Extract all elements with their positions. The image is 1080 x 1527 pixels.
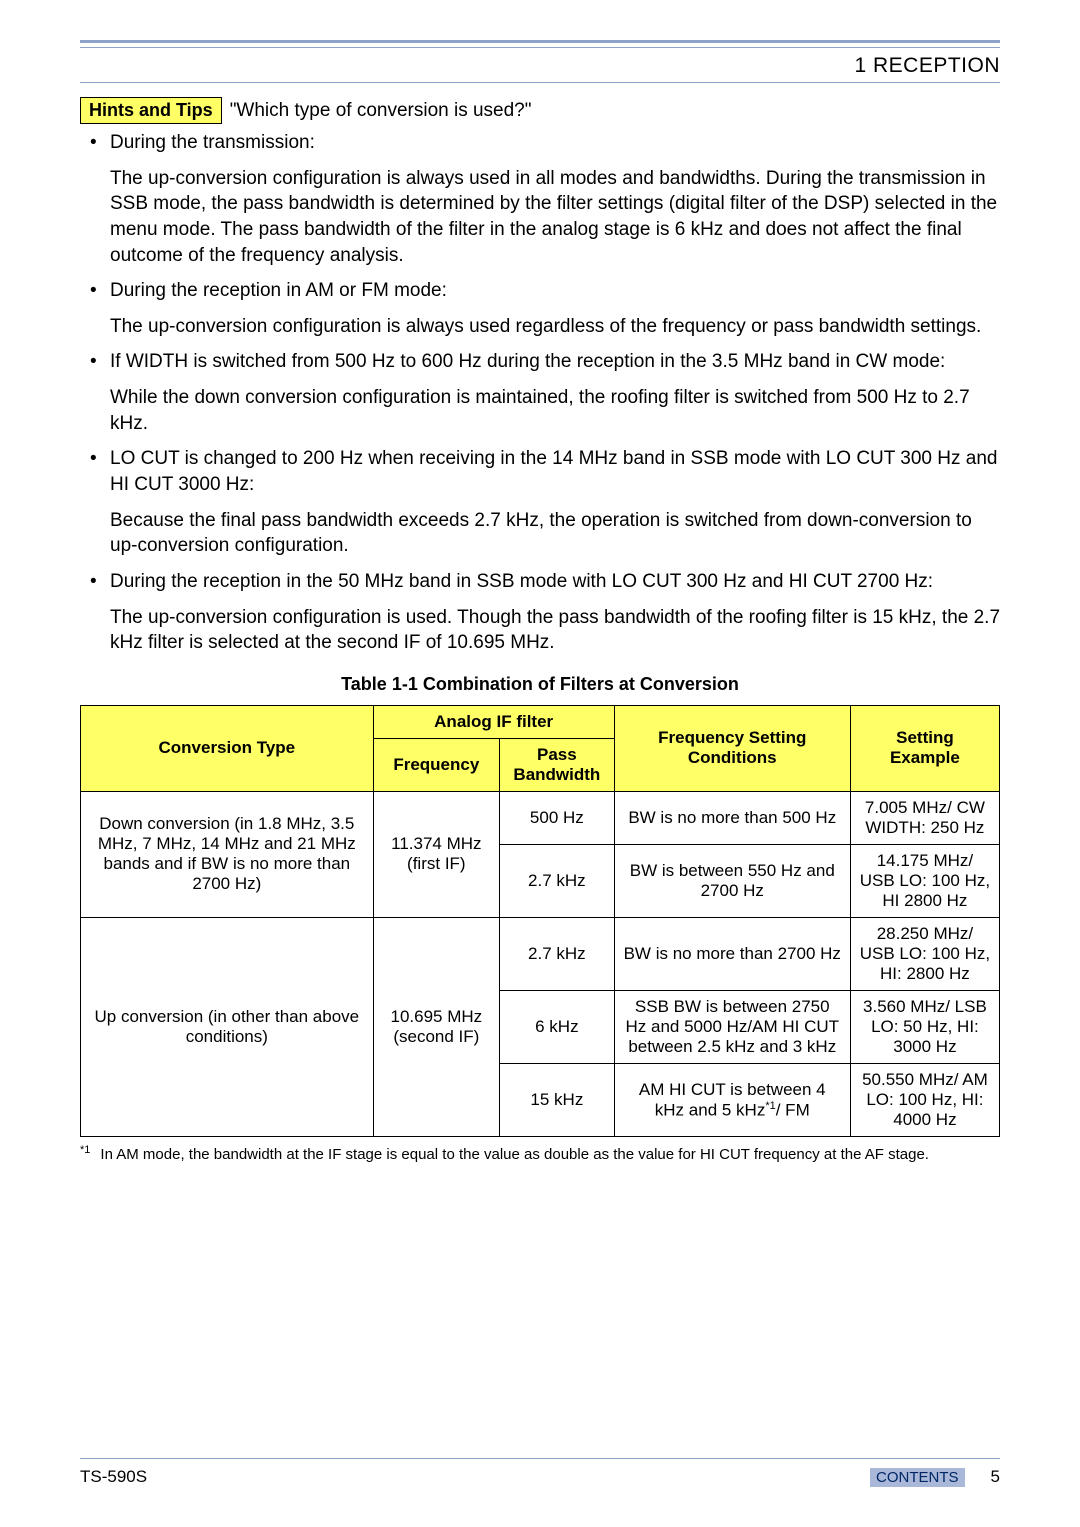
footnote-ref: *1 bbox=[765, 1100, 775, 1112]
cell-pass-bw: 15 kHz bbox=[500, 1063, 615, 1136]
cell-pass-bw: 2.7 kHz bbox=[500, 917, 615, 990]
bullet-body: The up-conversion configuration is alway… bbox=[110, 314, 1000, 340]
cell-example: 14.175 MHz/ USB LO: 100 Hz, HI 2800 Hz bbox=[850, 844, 999, 917]
hints-question: "Which type of conversion is used?" bbox=[230, 100, 532, 122]
table-caption: Table 1-1 Combination of Filters at Conv… bbox=[80, 674, 1000, 695]
col-pass-bandwidth: Pass Bandwidth bbox=[500, 738, 615, 791]
table-header: Conversion Type Analog IF filter Frequen… bbox=[81, 705, 1000, 791]
bullet-lead: During the reception in the 50 MHz band … bbox=[110, 571, 933, 592]
cell-pass-bw: 2.7 kHz bbox=[500, 844, 615, 917]
cell-conditions: BW is between 550 Hz and 2700 Hz bbox=[614, 844, 850, 917]
table-footnote: *1 In AM mode, the bandwidth at the IF st… bbox=[80, 1143, 1000, 1165]
footer-model: TS-590S bbox=[80, 1467, 147, 1487]
bullet-lead: During the transmission: bbox=[110, 132, 315, 153]
cell-conditions: BW is no more than 500 Hz bbox=[614, 791, 850, 844]
footnote-marker: *1 bbox=[80, 1144, 90, 1156]
cell-conversion: Down conversion (in 1.8 MHz, 3.5 MHz, 7 … bbox=[81, 791, 374, 917]
cell-pass-bw: 500 Hz bbox=[500, 791, 615, 844]
col-freq-setting-conditions: Frequency Setting Conditions bbox=[614, 705, 850, 791]
section-header: 1 RECEPTION bbox=[80, 54, 1000, 83]
cell-conditions: SSB BW is between 2750 Hz and 5000 Hz/AM… bbox=[614, 990, 850, 1063]
bullet-lead: During the reception in AM or FM mode: bbox=[110, 280, 447, 301]
list-item: During the reception in AM or FM mode: T… bbox=[88, 278, 1000, 339]
cell-conditions: AM HI CUT is between 4 kHz and 5 kHz*1/ … bbox=[614, 1063, 850, 1136]
cell-example: 7.005 MHz/ CW WIDTH: 250 Hz bbox=[850, 791, 999, 844]
page-footer: TS-590S CONTENTS 5 bbox=[80, 1458, 1000, 1487]
bullet-body: The up-conversion configuration is alway… bbox=[110, 166, 1000, 269]
col-conversion-type: Conversion Type bbox=[81, 705, 374, 791]
cell-conversion: Up conversion (in other than above condi… bbox=[81, 917, 374, 1136]
cell-example: 3.560 MHz/ LSB LO: 50 Hz, HI: 3000 Hz bbox=[850, 990, 999, 1063]
bullet-lead: LO CUT is changed to 200 Hz when receivi… bbox=[110, 448, 997, 495]
col-setting-example: Setting Example bbox=[850, 705, 999, 791]
list-item: During the reception in the 50 MHz band … bbox=[88, 569, 1000, 656]
cell-frequency: 10.695 MHz (second IF) bbox=[373, 917, 499, 1136]
list-item: If WIDTH is switched from 500 Hz to 600 … bbox=[88, 349, 1000, 436]
table-row: Down conversion (in 1.8 MHz, 3.5 MHz, 7 … bbox=[81, 791, 1000, 844]
bullet-body: The up-conversion configuration is used.… bbox=[110, 605, 1000, 656]
bullet-lead: If WIDTH is switched from 500 Hz to 600 … bbox=[110, 351, 945, 372]
filters-table: Conversion Type Analog IF filter Frequen… bbox=[80, 705, 1000, 1137]
table-row: Up conversion (in other than above condi… bbox=[81, 917, 1000, 990]
list-item: LO CUT is changed to 200 Hz when receivi… bbox=[88, 446, 1000, 559]
page: 1 RECEPTION Hints and Tips "Which type o… bbox=[0, 0, 1080, 1527]
cell-example: 28.250 MHz/ USB LO: 100 Hz, HI: 2800 Hz bbox=[850, 917, 999, 990]
cell-pass-bw: 6 kHz bbox=[500, 990, 615, 1063]
hints-row: Hints and Tips "Which type of conversion… bbox=[80, 97, 1000, 124]
col-analog-if-filter: Analog IF filter bbox=[373, 705, 614, 738]
cell-conditions: BW is no more than 2700 Hz bbox=[614, 917, 850, 990]
section-title: 1 RECEPTION bbox=[854, 54, 1000, 78]
contents-link[interactable]: CONTENTS bbox=[870, 1468, 965, 1487]
bullet-list: During the transmission: The up-conversi… bbox=[88, 130, 1000, 656]
top-rule bbox=[80, 40, 1000, 48]
cell-conditions-suffix: / FM bbox=[776, 1100, 810, 1119]
cell-example: 50.550 MHz/ AM LO: 100 Hz, HI: 4000 Hz bbox=[850, 1063, 999, 1136]
page-number: 5 bbox=[991, 1467, 1000, 1487]
hints-badge: Hints and Tips bbox=[80, 97, 222, 124]
bullet-body: While the down conversion configuration … bbox=[110, 385, 1000, 436]
footnote-text: In AM mode, the bandwidth at the IF stag… bbox=[100, 1146, 929, 1163]
list-item: During the transmission: The up-conversi… bbox=[88, 130, 1000, 268]
footer-right: CONTENTS 5 bbox=[870, 1467, 1000, 1487]
col-frequency: Frequency bbox=[373, 738, 499, 791]
bullet-body: Because the final pass bandwidth exceeds… bbox=[110, 508, 1000, 559]
table-body: Down conversion (in 1.8 MHz, 3.5 MHz, 7 … bbox=[81, 791, 1000, 1136]
cell-frequency: 11.374 MHz (first IF) bbox=[373, 791, 499, 917]
